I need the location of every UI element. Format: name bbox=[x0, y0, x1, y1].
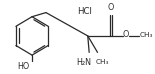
Text: HCl: HCl bbox=[78, 7, 92, 16]
Text: CH₃: CH₃ bbox=[96, 59, 109, 65]
Text: O: O bbox=[108, 3, 114, 12]
Text: HO: HO bbox=[17, 62, 29, 71]
Text: CH₃: CH₃ bbox=[140, 32, 153, 38]
Text: H₂N: H₂N bbox=[76, 58, 91, 67]
Text: O: O bbox=[123, 30, 129, 39]
